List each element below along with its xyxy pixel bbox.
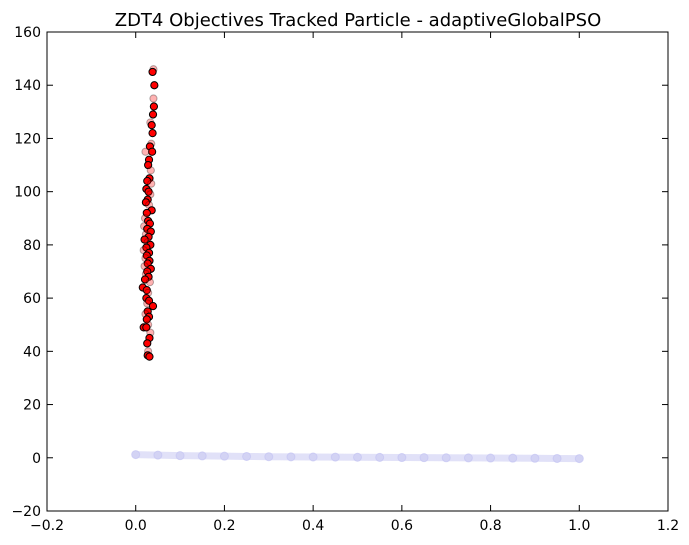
particle-point (141, 198, 151, 207)
y-tick-label: 120 (14, 131, 41, 147)
particle-point (150, 81, 159, 90)
particle-point (148, 67, 157, 77)
particle-point (143, 339, 152, 348)
plot-area-border (46, 31, 669, 512)
y-axis-ticks: −20 0 20 40 60 80 100 120 140 160 (11, 25, 668, 520)
y-tick-label: 100 (14, 185, 41, 201)
x-tick-label: 0.8 (479, 518, 501, 534)
particle-point (148, 301, 158, 311)
particle-point (148, 147, 157, 156)
particle-point (145, 278, 155, 287)
axes-frame (46, 31, 669, 512)
x-tick-label: 0.4 (302, 518, 324, 534)
x-axis-ticks: −0.2 0.0 0.2 0.4 0.6 0.8 1.0 1.2 (30, 32, 679, 534)
front-band (132, 451, 583, 463)
particle-point (140, 275, 150, 284)
x-tick-label: 1.2 (657, 518, 679, 534)
tracked-particle-points (138, 65, 159, 361)
particle-point (142, 323, 151, 332)
particle-point (148, 129, 157, 138)
x-tick-label: 0.0 (125, 518, 147, 534)
particle-point (144, 160, 153, 170)
particle-point (146, 166, 155, 175)
y-tick-label: 20 (23, 398, 41, 414)
y-tick-label: 60 (23, 291, 41, 307)
pareto-front-trace (131, 450, 584, 464)
particle-point (142, 208, 151, 218)
particle-point (147, 121, 156, 130)
particle-point (149, 94, 158, 103)
particle-point (143, 176, 152, 186)
y-tick-label: 0 (32, 451, 41, 467)
particle-point (144, 296, 154, 305)
y-tick-label: −20 (11, 504, 41, 520)
particle-point (148, 110, 158, 119)
x-tick-label: −0.2 (30, 518, 64, 534)
x-tick-label: 1.0 (568, 518, 590, 534)
x-tick-label: 0.6 (391, 518, 413, 534)
particle-point (142, 315, 151, 324)
particle-point (141, 147, 150, 156)
y-tick-label: 40 (23, 344, 41, 360)
particle-point (145, 352, 154, 361)
y-tick-label: 140 (14, 78, 41, 94)
particle-point (147, 179, 156, 188)
x-tick-label: 0.2 (213, 518, 235, 534)
particle-point (149, 102, 159, 111)
particle-point (140, 235, 149, 244)
particle-point (144, 187, 153, 196)
particle-point (142, 286, 151, 295)
y-tick-label: 80 (23, 238, 41, 254)
chart-title: ZDT4 Objectives Tracked Particle - adapt… (115, 10, 602, 31)
y-tick-label: 160 (14, 25, 41, 41)
